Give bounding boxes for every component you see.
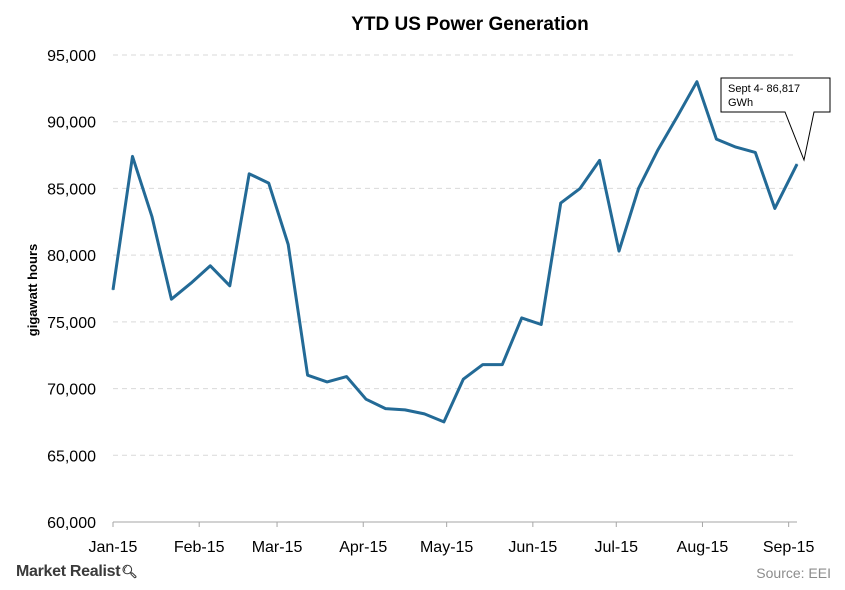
y-tick-label: 95,000 bbox=[47, 48, 96, 65]
y-tick-label: 85,000 bbox=[47, 181, 96, 198]
data-point bbox=[346, 376, 348, 378]
data-point bbox=[462, 378, 464, 380]
data-point bbox=[618, 250, 620, 252]
data-point bbox=[112, 289, 114, 291]
x-tick-label: Feb-15 bbox=[174, 539, 225, 556]
x-tick-label: May-15 bbox=[420, 539, 473, 556]
data-point bbox=[540, 324, 542, 326]
data-point bbox=[170, 298, 172, 300]
chart-title: YTD US Power Generation bbox=[351, 14, 589, 35]
callout-box bbox=[720, 77, 831, 162]
data-point bbox=[404, 409, 406, 411]
x-tick-label: Jun-15 bbox=[508, 539, 557, 556]
data-point bbox=[384, 408, 386, 410]
y-axis-ticks: 60,000 65,000 70,000 75,000 80,000 85,000 90,0… bbox=[47, 48, 96, 532]
x-tick-label: Apr-15 bbox=[339, 539, 387, 556]
data-point bbox=[365, 398, 367, 400]
data-point bbox=[229, 285, 231, 287]
brand-logo: Market Realist🔍︎ bbox=[16, 563, 138, 581]
callout-text-line2: GWh bbox=[728, 97, 753, 109]
data-point bbox=[696, 81, 698, 83]
series-layer bbox=[111, 80, 799, 424]
data-point bbox=[796, 163, 798, 165]
y-tick-label: 60,000 bbox=[47, 515, 96, 532]
x-tick-label: Mar-15 bbox=[252, 539, 303, 556]
data-point bbox=[131, 155, 133, 157]
data-point bbox=[676, 115, 678, 117]
data-point bbox=[443, 421, 445, 423]
gridlines bbox=[113, 54, 797, 456]
x-tick-label: Jan-15 bbox=[89, 539, 138, 556]
data-point bbox=[268, 182, 270, 184]
y-tick-label: 75,000 bbox=[47, 315, 96, 332]
y-tick-label: 70,000 bbox=[47, 382, 96, 399]
x-axis-ticks: Jan-15 Feb-15 Mar-15 Apr-15 May-15 Jun-15 Jul-… bbox=[89, 522, 815, 556]
callout-annotation: Sept 4- 86,817 GWh bbox=[720, 77, 831, 162]
data-point bbox=[715, 138, 717, 140]
data-point bbox=[151, 215, 153, 217]
source-note: Source: EEI bbox=[756, 565, 831, 581]
data-point bbox=[657, 149, 659, 151]
data-point bbox=[326, 381, 328, 383]
brand-name: Market Realist bbox=[16, 563, 121, 580]
data-point bbox=[754, 151, 756, 153]
data-point bbox=[579, 187, 581, 189]
data-point bbox=[287, 243, 289, 245]
y-tick-label: 65,000 bbox=[47, 448, 96, 465]
y-axis-label: gigawatt hours bbox=[25, 244, 40, 336]
y-tick-label: 90,000 bbox=[47, 115, 96, 132]
data-point bbox=[248, 173, 250, 175]
data-point bbox=[190, 282, 192, 284]
x-tick-label: Aug-15 bbox=[677, 539, 729, 556]
callout-text-line1: Sept 4- 86,817 bbox=[728, 83, 800, 95]
data-point bbox=[209, 265, 211, 267]
data-point bbox=[307, 374, 309, 376]
x-tick-label: Jul-15 bbox=[594, 539, 638, 556]
y-tick-label: 80,000 bbox=[47, 248, 96, 265]
x-tick-label: Sep-15 bbox=[763, 539, 815, 556]
data-point bbox=[599, 159, 601, 161]
data-point bbox=[638, 187, 640, 189]
magnifier-icon: 🔍︎ bbox=[121, 564, 138, 579]
data-point bbox=[774, 207, 776, 209]
data-point bbox=[423, 413, 425, 415]
data-point bbox=[501, 364, 503, 366]
series-line bbox=[111, 80, 799, 424]
data-point bbox=[735, 146, 737, 148]
data-point bbox=[482, 364, 484, 366]
data-point bbox=[560, 202, 562, 204]
data-point bbox=[521, 317, 523, 319]
